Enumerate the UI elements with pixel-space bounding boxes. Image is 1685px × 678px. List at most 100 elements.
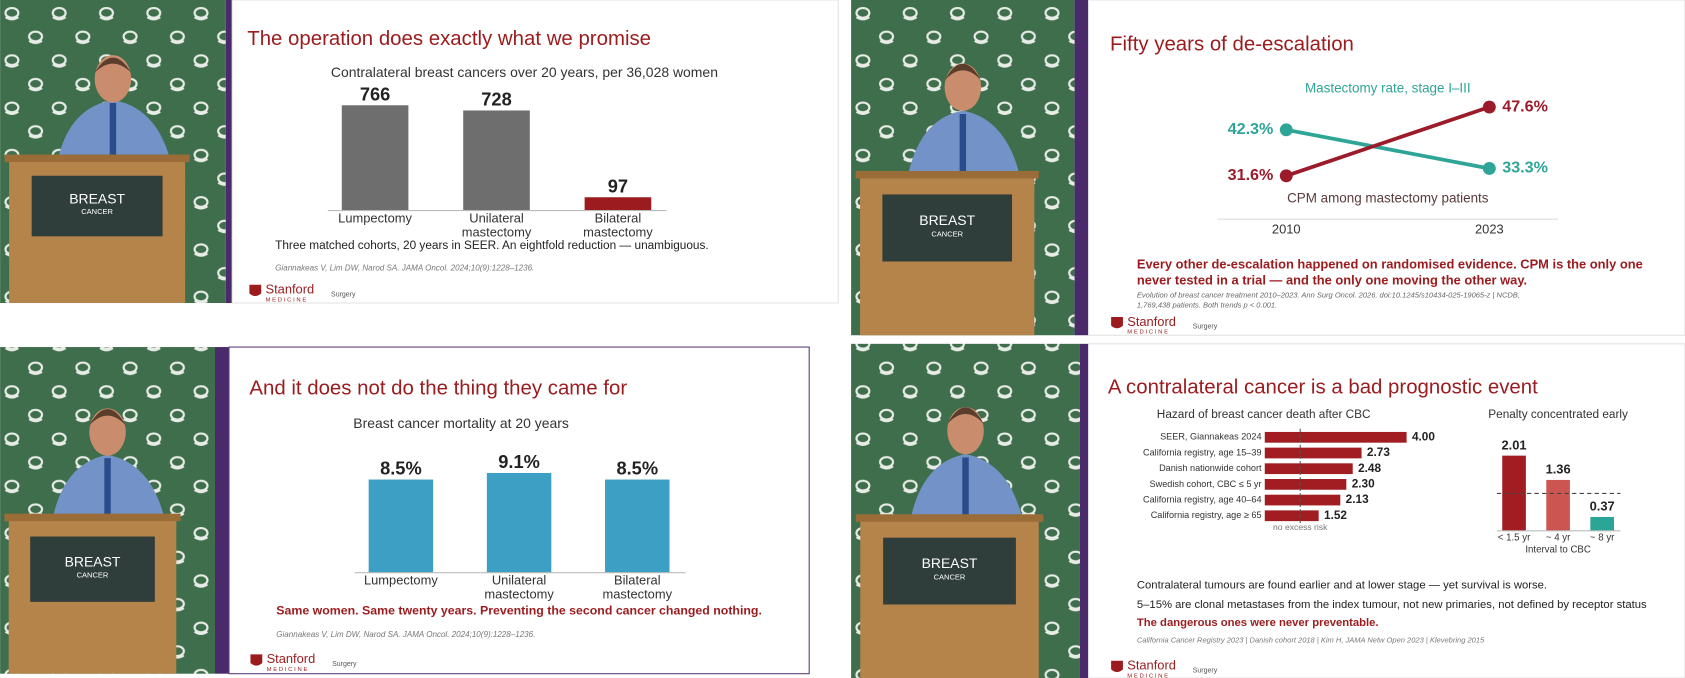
- bar: [584, 197, 652, 211]
- citation-box: Evolution of breast cancer treatment 201…: [1137, 292, 1520, 310]
- frame-strip: [225, 0, 233, 304]
- podium-panel: [31, 175, 163, 237]
- bar: [368, 479, 434, 573]
- value-label: 2.73: [1367, 445, 1390, 459]
- podium-title: BREAST: [922, 555, 978, 571]
- speaker-head: [89, 408, 126, 456]
- x-tick-label: Unilateral mastectomy: [461, 211, 532, 240]
- value-label: 2.30: [1352, 477, 1375, 491]
- x-tick-label-box: Bilateral mastectomy: [583, 212, 653, 239]
- slide-note: Every other de-escalation happened on ra…: [1136, 256, 1643, 288]
- logo-dept: Surgery: [1193, 667, 1218, 674]
- logo-name: Stanford: [266, 282, 315, 297]
- logo-sub: MEDICINE: [266, 297, 309, 303]
- speaker-head: [944, 63, 982, 111]
- x-tick-label: Lumpectomy: [363, 573, 438, 588]
- reference-label: no excess risk: [1273, 522, 1328, 532]
- slide-title: A contralateral cancer is a bad prognost…: [1108, 376, 1538, 398]
- slide: [1088, 343, 1685, 678]
- x-tick-label-box: ~ 4 yr: [1545, 532, 1571, 543]
- y-tick-label: Swedish cohort, CBC ≤ 5 yr: [1150, 479, 1262, 489]
- speaker-hair: [89, 409, 126, 426]
- logo-sub: MEDICINE: [1127, 673, 1170, 678]
- chart-title: Contralateral breast cancers over 20 yea…: [331, 64, 718, 80]
- slide-bullet: 5–15% are clonal metastases from the ind…: [1137, 599, 1647, 611]
- bar: [1264, 431, 1407, 443]
- logo-shield: [250, 654, 263, 666]
- x-tick-label: < 1.5 yr: [1497, 532, 1531, 543]
- podium-top: [855, 514, 1044, 522]
- series-point: [1482, 162, 1496, 175]
- x-tick-label: ~ 4 yr: [1545, 532, 1571, 543]
- value-label: 8.5%: [380, 458, 422, 479]
- podium-subtitle: CANCER: [77, 571, 109, 580]
- value-label: 97: [608, 175, 628, 196]
- series-line: [1285, 105, 1490, 178]
- podium-subtitle: CANCER: [81, 207, 113, 216]
- bar: [1264, 479, 1347, 490]
- bar: [486, 472, 552, 573]
- value-label: 4.00: [1412, 429, 1435, 443]
- chart-title: Breast cancer mortality at 20 years: [353, 415, 569, 431]
- slide-title: And it does not do the thing they came f…: [249, 377, 627, 399]
- x-tick-label-box: Lumpectomy: [338, 212, 412, 225]
- podium-panel: [883, 537, 1016, 605]
- x-tick-label-box: Lumpectomy: [363, 573, 438, 588]
- podium-top: [4, 154, 190, 163]
- legend-label: Mastectomy rate, stage I–III: [1305, 81, 1471, 96]
- bar: [1264, 463, 1353, 475]
- bar: [1590, 516, 1614, 531]
- x-tick-label-box: < 1.5 yr: [1497, 532, 1531, 543]
- x-tick-label-box: Unilateral mastectomy: [461, 211, 532, 240]
- value-label: 2.01: [1502, 437, 1527, 452]
- value-label: 728: [481, 89, 511, 110]
- value-label: 2.48: [1358, 461, 1381, 475]
- logo-name: Stanford: [267, 651, 316, 666]
- logo-name: Stanford: [1127, 658, 1176, 673]
- x-tick-label: 2010: [1272, 221, 1301, 236]
- value-label: 8.5%: [616, 458, 658, 479]
- x-tick-label: Unilateral mastectomy: [484, 573, 554, 602]
- value-label: 47.6%: [1502, 97, 1548, 115]
- value-label: 42.3%: [1228, 120, 1274, 138]
- citation: Giannakeas V, Lim DW, Narod SA. JAMA Onc…: [275, 264, 534, 273]
- chart-title: Hazard of breast cancer death after CBC: [1157, 407, 1371, 421]
- podium-top: [855, 170, 1039, 179]
- speaker-hair: [94, 57, 132, 73]
- speaker-hair: [947, 407, 984, 425]
- logo-dept: Surgery: [332, 661, 357, 668]
- slide-note: The dangerous ones were never preventabl…: [1137, 617, 1379, 629]
- logo-shield: [249, 284, 262, 297]
- logo-shield: [1111, 660, 1123, 673]
- logo-dept: Surgery: [1193, 323, 1218, 330]
- series-point: [1482, 100, 1496, 114]
- citation: Giannakeas V, Lim DW, Narod SA. JAMA Onc…: [276, 630, 535, 639]
- logo-sub: MEDICINE: [1127, 330, 1170, 336]
- speaker-lanyard: [962, 457, 969, 518]
- speaker-head: [94, 55, 132, 103]
- value-label: 2.13: [1346, 492, 1369, 506]
- slide-note: Same women. Same twenty years. Preventin…: [276, 604, 762, 618]
- podium-top: [4, 513, 181, 522]
- slide-note-box: Every other de-escalation happened on ra…: [1136, 256, 1643, 288]
- logo-sub: MEDICINE: [267, 667, 310, 673]
- logo-name: Stanford: [1127, 314, 1176, 329]
- y-tick-label: Danish nationwide cohort: [1159, 463, 1262, 473]
- bar: [1264, 510, 1319, 522]
- podium-title: BREAST: [69, 191, 125, 207]
- bar: [605, 479, 670, 573]
- podium-title: BREAST: [919, 212, 975, 228]
- series-line: [1285, 127, 1490, 171]
- series-point: [1279, 123, 1293, 137]
- x-axis-label: Interval to CBC: [1525, 545, 1590, 556]
- series-point: [1279, 169, 1293, 183]
- speaker-hair: [944, 63, 982, 81]
- bar: [341, 105, 409, 211]
- bar: [1264, 494, 1341, 506]
- slide-bullet: Contralateral tumours are found earlier …: [1137, 580, 1547, 592]
- x-tick-label-box: Unilateral mastectomy: [484, 573, 554, 602]
- x-tick-label: 2023: [1475, 221, 1504, 236]
- frame-strip: [1074, 0, 1089, 336]
- value-label: 0.37: [1590, 499, 1615, 514]
